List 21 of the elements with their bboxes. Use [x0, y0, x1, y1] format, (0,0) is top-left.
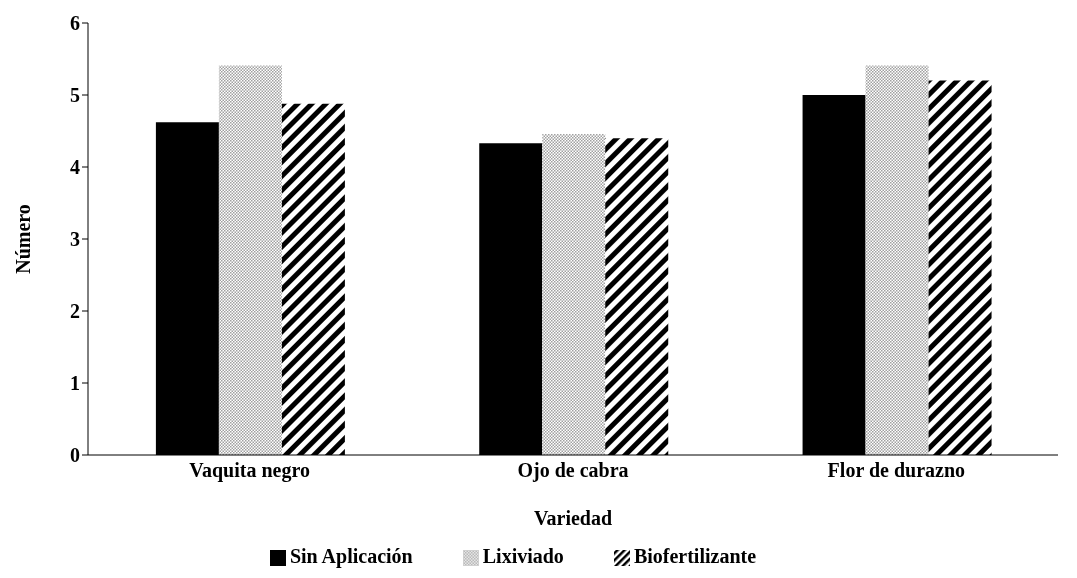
y-tick-label: 6 — [70, 12, 80, 35]
bar — [218, 65, 282, 455]
legend-label: Lixiviado — [482, 545, 564, 567]
y-axis-title: Número — [12, 204, 35, 274]
x-tick-label: Vaquita negro — [189, 459, 310, 483]
legend-label: Sin Aplicación — [289, 545, 413, 567]
legend-label: Biofertilizante — [633, 545, 757, 567]
bar — [865, 65, 929, 455]
x-tick-label: Flor de durazno — [827, 459, 966, 482]
y-tick-label: 4 — [70, 156, 80, 179]
y-tick-label: 3 — [70, 228, 80, 251]
y-tick-label: 0 — [70, 444, 80, 467]
x-axis-title: Variedad — [533, 507, 613, 529]
x-tick-label: Ojo de cabra — [517, 459, 629, 483]
bar — [542, 133, 606, 455]
bar — [928, 80, 992, 455]
bar — [605, 138, 669, 455]
y-tick-label: 2 — [70, 300, 80, 323]
y-tick-label: 5 — [70, 84, 80, 107]
y-tick-label: 1 — [70, 372, 80, 395]
bar — [281, 103, 345, 455]
